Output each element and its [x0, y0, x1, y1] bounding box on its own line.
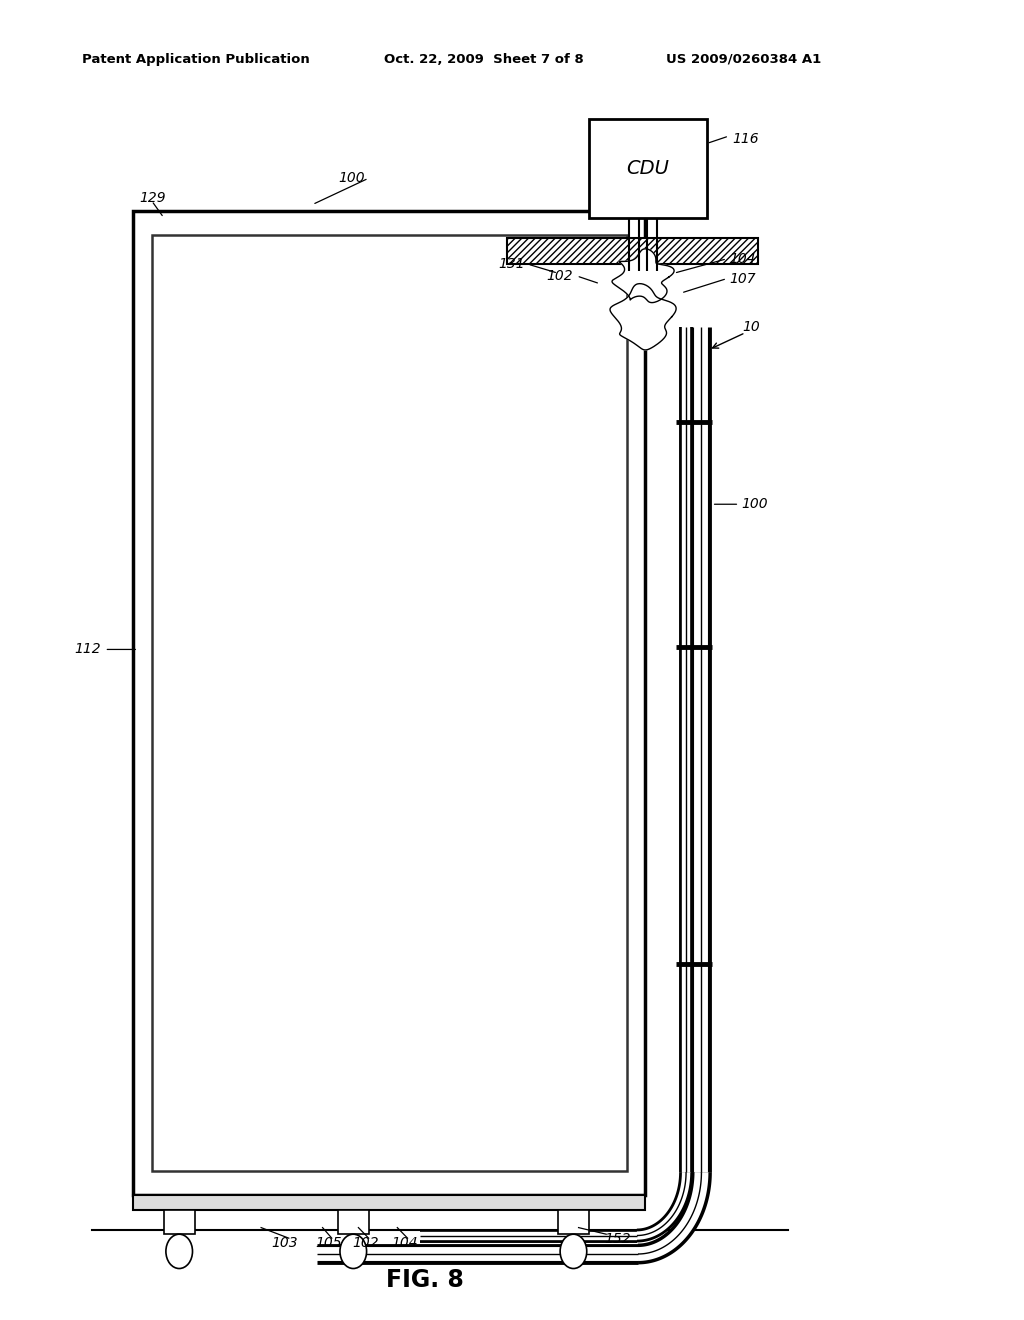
Bar: [338, 1210, 369, 1234]
Bar: [507, 238, 758, 264]
Text: 152: 152: [604, 1233, 631, 1246]
Text: 100: 100: [741, 498, 768, 511]
Text: 102: 102: [352, 1237, 379, 1250]
Text: FIG. 8: FIG. 8: [386, 1269, 464, 1292]
Bar: [558, 1210, 589, 1234]
Text: 10: 10: [742, 321, 760, 334]
Bar: [164, 1210, 195, 1234]
Text: 104: 104: [729, 252, 756, 265]
Bar: [133, 1195, 645, 1210]
Circle shape: [166, 1234, 193, 1269]
Circle shape: [560, 1234, 587, 1269]
Text: 107: 107: [729, 272, 756, 285]
Text: 105: 105: [315, 1237, 342, 1250]
Text: 116: 116: [732, 132, 759, 145]
Bar: [133, 211, 645, 1195]
Bar: [152, 235, 627, 1171]
Text: 131: 131: [499, 257, 525, 271]
Text: 104: 104: [391, 1237, 418, 1250]
Polygon shape: [610, 284, 676, 350]
Text: 112: 112: [75, 643, 101, 656]
Text: 102: 102: [547, 269, 573, 282]
Text: Oct. 22, 2009  Sheet 7 of 8: Oct. 22, 2009 Sheet 7 of 8: [384, 53, 584, 66]
Text: CDU: CDU: [627, 158, 669, 178]
Text: Patent Application Publication: Patent Application Publication: [82, 53, 309, 66]
Text: US 2009/0260384 A1: US 2009/0260384 A1: [666, 53, 821, 66]
Text: 100: 100: [338, 172, 365, 185]
Bar: [589, 119, 707, 218]
Polygon shape: [612, 248, 674, 302]
Text: 103: 103: [271, 1237, 298, 1250]
Text: 129: 129: [139, 191, 166, 205]
Circle shape: [340, 1234, 367, 1269]
